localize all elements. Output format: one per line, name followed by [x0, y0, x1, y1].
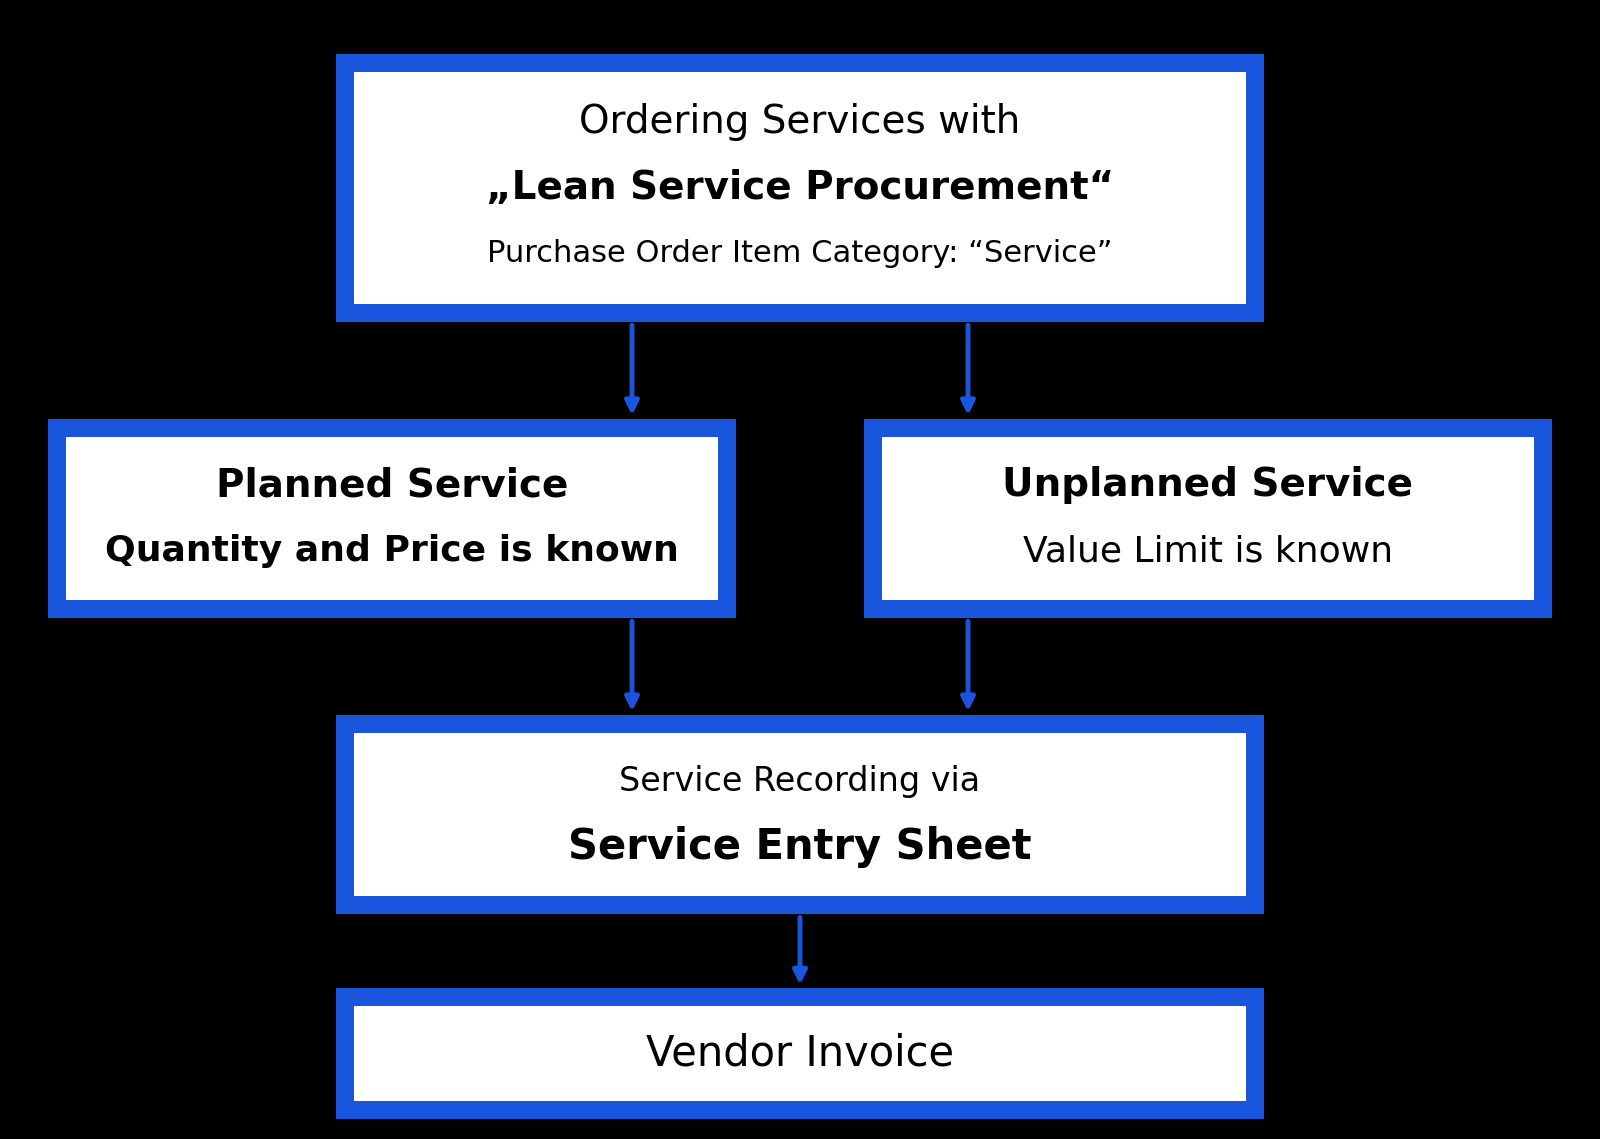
Bar — [864, 418, 1552, 617]
Text: Service Entry Sheet: Service Entry Sheet — [568, 827, 1032, 868]
Bar — [336, 715, 1264, 913]
Bar — [354, 1006, 1246, 1101]
Bar — [354, 72, 1246, 304]
Bar — [882, 436, 1534, 600]
Text: Quantity and Price is known: Quantity and Price is known — [106, 534, 678, 568]
Bar — [48, 418, 736, 617]
Text: „Lean Service Procurement“: „Lean Service Procurement“ — [486, 169, 1114, 207]
Bar — [354, 732, 1246, 896]
Text: Value Limit is known: Value Limit is known — [1022, 534, 1394, 568]
Text: Service Recording via: Service Recording via — [619, 765, 981, 797]
Text: Ordering Services with: Ordering Services with — [579, 103, 1021, 141]
Text: Purchase Order Item Category: “Service”: Purchase Order Item Category: “Service” — [488, 239, 1112, 269]
Bar — [336, 988, 1264, 1118]
Bar — [336, 54, 1264, 321]
Text: Vendor Invoice: Vendor Invoice — [646, 1033, 954, 1074]
Bar — [66, 436, 718, 600]
Text: Unplanned Service: Unplanned Service — [1003, 466, 1413, 505]
Text: Planned Service: Planned Service — [216, 466, 568, 505]
